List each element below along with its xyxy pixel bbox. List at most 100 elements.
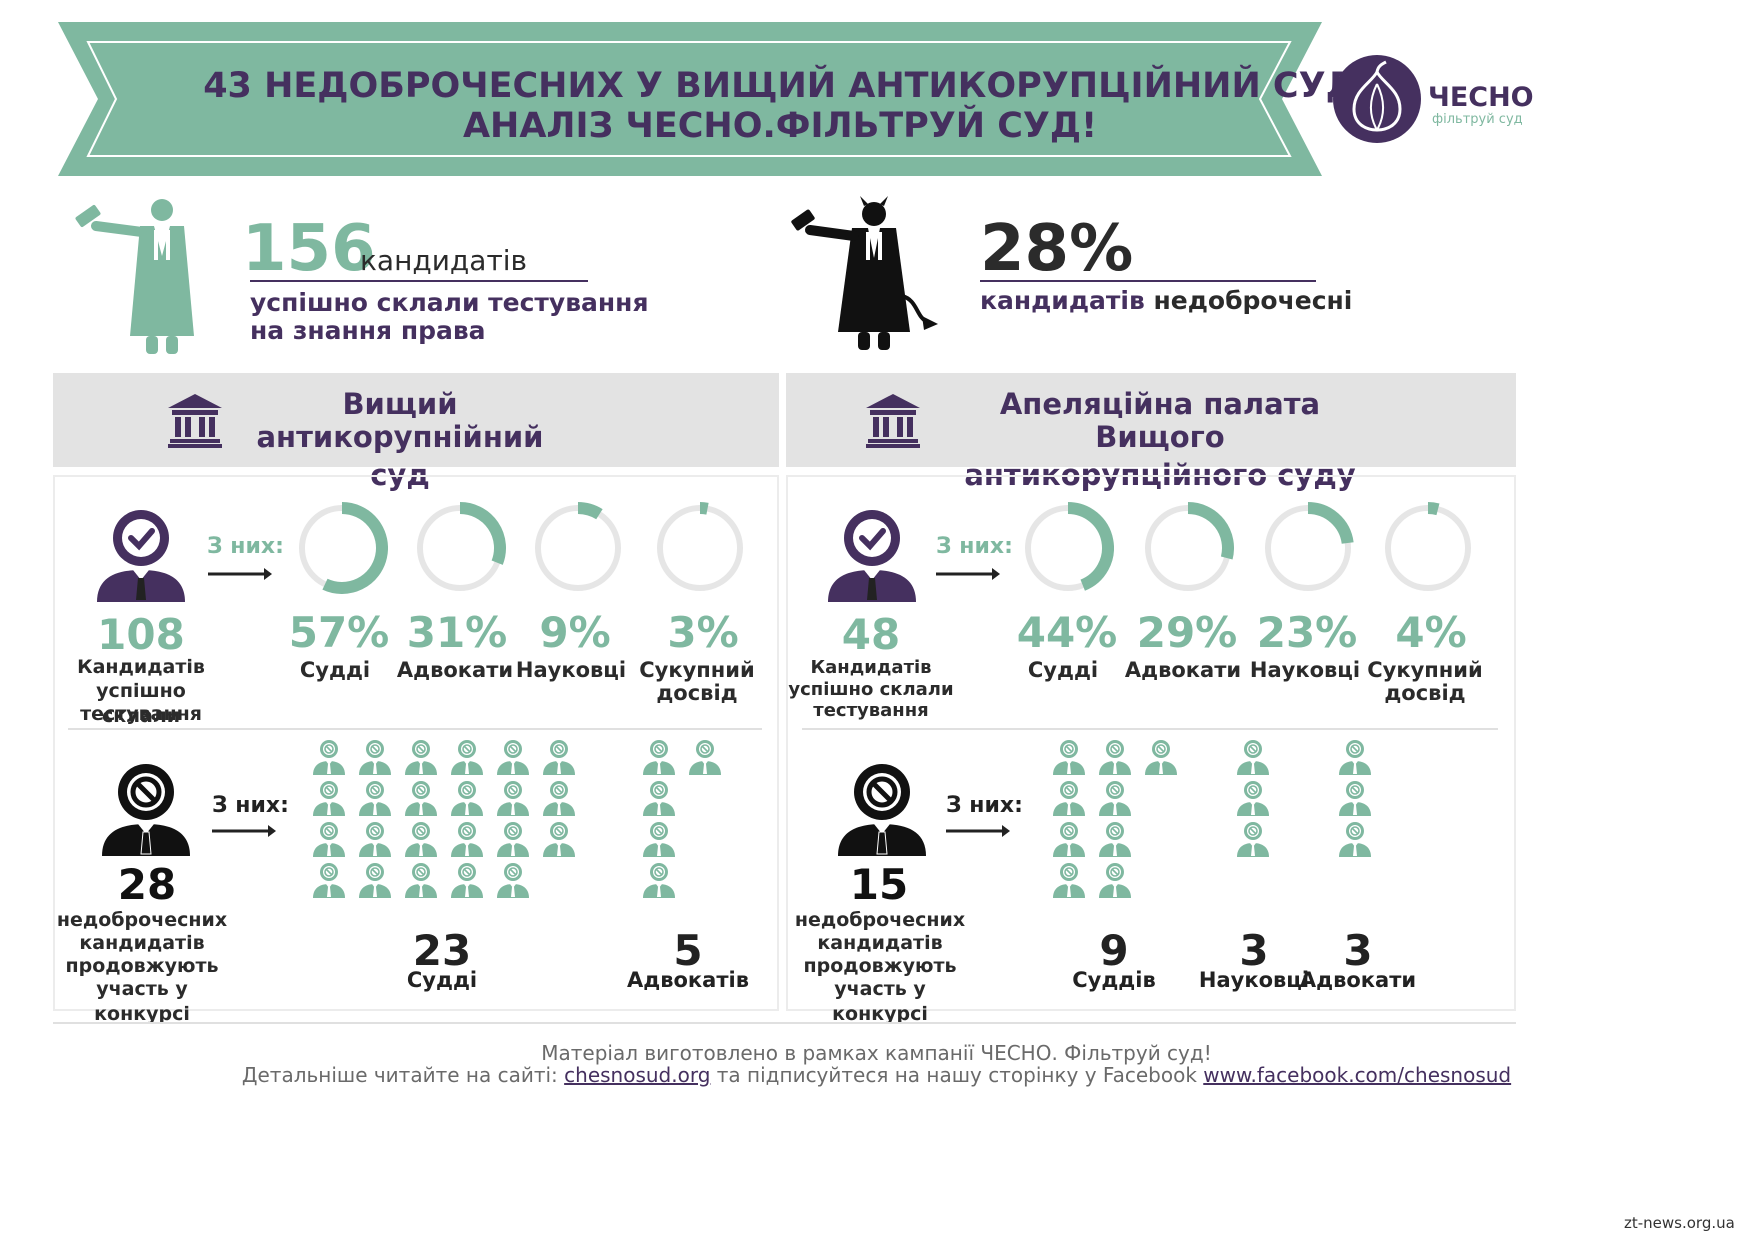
panel1-pct-judges: 57%	[288, 608, 390, 657]
person-ban-icon	[642, 822, 676, 862]
judge-icon	[75, 199, 194, 354]
panel2-count-judges-label: Суддів	[1072, 968, 1156, 992]
panel1-of-them-label-2: З них:	[212, 793, 289, 818]
arrow-right-icon	[212, 825, 276, 837]
panel1-pct-lawyers: 31%	[406, 608, 508, 657]
donut-lawyers	[417, 502, 506, 591]
site-link[interactable]: chesnosud.org	[564, 1063, 711, 1087]
person-ban-icon	[688, 740, 722, 780]
person-ban-icon	[1338, 822, 1372, 862]
donut-scientists	[535, 502, 621, 591]
dishonest-pct: 28%	[980, 212, 1134, 286]
panel1-body	[53, 475, 779, 1011]
dishonest-desc: кандидатів недоброчесні	[980, 286, 1352, 315]
donut-judges	[1025, 502, 1114, 591]
panel1-of-them-label: З них:	[207, 534, 284, 559]
panel1-lbl-scientists: Науковці	[515, 658, 627, 682]
candidate-ban-icon	[102, 764, 190, 856]
panel2-count-judges: 9	[1099, 926, 1129, 975]
panel1-lbl-combined-1: Сукупний	[639, 658, 755, 682]
panel2-pct-lawyers: 29%	[1136, 608, 1238, 657]
panel1-passed-label-2: успішно склали	[96, 680, 186, 727]
person-ban-icon	[1052, 781, 1086, 821]
panel1-dishonest-label-2: кандидатів	[79, 932, 205, 954]
candidate-check-icon	[97, 510, 185, 602]
candidates-underline	[250, 280, 588, 282]
panel1-dishonest-label-1: недоброчесних	[56, 909, 228, 931]
panel1-lbl-judges: Судді	[299, 658, 371, 682]
person-ban-icon	[1098, 781, 1132, 821]
donut-combined-experience	[1385, 502, 1471, 591]
panel1-header	[53, 373, 779, 467]
panel1-dishonest-label-4: участь у конкурсі	[94, 978, 190, 1025]
candidates-desc-line2: на знання права	[250, 316, 486, 345]
person-ban-icon	[1052, 822, 1086, 862]
panel2-divider	[802, 728, 1498, 730]
person-ban-icon	[642, 740, 676, 780]
person-ban-icon	[358, 781, 392, 821]
panel1-count-lawyers-label: Адвокатів	[626, 968, 749, 992]
panel2-pct-judges: 44%	[1016, 608, 1118, 657]
panel1-count-lawyers: 5	[673, 926, 703, 975]
footer-line1: Матеріал виготовлено в рамках кампанії Ч…	[541, 1041, 1212, 1065]
person-ban-icon	[1098, 822, 1132, 862]
panel2-count-lawyers-label: Адвокати	[1299, 968, 1417, 992]
person-ban-icon	[1236, 822, 1270, 862]
arrow-right-icon	[946, 825, 1010, 837]
logo-name: ЧЕСНО	[1428, 82, 1534, 113]
facebook-link[interactable]: www.facebook.com/chesnosud	[1203, 1063, 1512, 1087]
dishonest-underline	[980, 280, 1316, 282]
panel2-lbl-combined-1: Сукупний	[1367, 658, 1483, 682]
panel1-passed-label-3: тестування	[80, 703, 202, 725]
court-building-icon	[168, 394, 222, 448]
person-ban-icon	[1338, 740, 1372, 780]
person-ban-icon	[450, 781, 484, 821]
panel2-passed-number: 48	[841, 610, 901, 659]
person-ban-icon	[404, 740, 438, 780]
person-ban-icon	[358, 822, 392, 862]
panel1-judges-icon-grid	[312, 740, 582, 905]
panel2-dishonest-number: 15	[849, 860, 909, 909]
person-ban-icon	[1052, 740, 1086, 780]
dishonest-desc-rest: недоброчесні	[1144, 286, 1353, 315]
panel2-lbl-scientists: Науковці	[1249, 658, 1361, 682]
person-ban-icon	[312, 781, 346, 821]
candidates-desc-line1: успішно склали тестування	[250, 288, 649, 317]
person-ban-icon	[496, 822, 530, 862]
person-ban-icon	[450, 822, 484, 862]
person-ban-icon	[404, 863, 438, 903]
person-ban-icon	[1338, 781, 1372, 821]
person-ban-icon	[1098, 863, 1132, 903]
footer-line2-a: Детальніше читайте на сайті:	[241, 1063, 565, 1087]
donut-lawyers	[1145, 502, 1234, 591]
person-ban-icon	[542, 822, 576, 862]
panel1-title-line1: Вищий	[342, 387, 458, 421]
person-ban-icon	[542, 740, 576, 780]
person-ban-icon	[642, 781, 676, 821]
panel2-body	[786, 475, 1516, 1011]
panel1-count-judges-label: Судді	[406, 968, 478, 992]
candidates-word: кандидатів	[360, 244, 528, 277]
person-ban-icon	[404, 781, 438, 821]
panel2-dishonest-label-4: участь у конкурсі	[832, 978, 928, 1025]
panel1-passed-number: 108	[97, 610, 185, 659]
panel1-dishonest-number: 28	[117, 860, 177, 909]
arrow-right-icon	[208, 568, 272, 580]
person-ban-icon	[496, 781, 530, 821]
panel1-lbl-lawyers: Адвокати	[396, 658, 514, 682]
panel1-count-judges: 23	[412, 926, 472, 975]
panel2-count-scientists: 3	[1239, 926, 1269, 975]
chesno-logo-icon	[1333, 55, 1421, 143]
person-ban-icon	[358, 740, 392, 780]
panel1-dishonest-label-3: продовжують	[65, 955, 219, 977]
person-ban-icon	[1236, 781, 1270, 821]
person-ban-icon	[404, 822, 438, 862]
panel2-lbl-lawyers: Адвокати	[1124, 658, 1242, 682]
panel2-lbl-combined-2: досвід	[1384, 681, 1466, 705]
person-ban-icon	[312, 863, 346, 903]
person-ban-icon	[450, 863, 484, 903]
panel2-dishonest-label-1: недоброчесних	[794, 909, 966, 931]
panel2-dishonest-label-2: кандидатів	[817, 932, 943, 954]
panel2-count-lawyers: 3	[1343, 926, 1373, 975]
court-building-icon	[866, 394, 920, 448]
